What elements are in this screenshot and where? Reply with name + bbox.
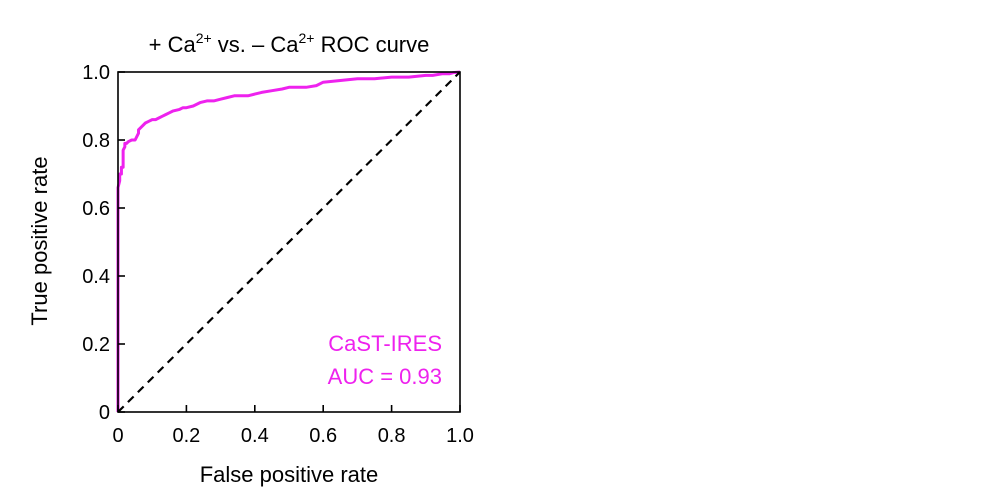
x-tick-label: 0.4 (241, 425, 269, 447)
x-tick-label: 0 (112, 425, 123, 447)
x-tick-label: 0.6 (309, 425, 337, 447)
roc-curve-line (116, 70, 461, 412)
y-axis-label: True positive rate (27, 156, 52, 325)
title-segment: ROC curve (314, 32, 429, 57)
y-tick-label: 0.4 (82, 266, 110, 288)
y-tick-label: 0.8 (82, 130, 110, 152)
title-superscript: 2+ (196, 30, 212, 46)
plot-frame (117, 71, 461, 413)
plot-area: 0 0.2 0.4 0.6 0.8 1.0 0 0.2 0.4 0.6 0.8 1.0 CaST-IRE… (82, 62, 474, 447)
legend-annotation: AUC = 0.93 (328, 364, 442, 389)
legend-annotation: CaST-IRES (328, 331, 442, 356)
title-segment: vs. – Ca (212, 32, 300, 57)
x-tick-label: 1.0 (446, 425, 474, 447)
y-tick-label: 0.6 (82, 198, 110, 220)
title-superscript: 2+ (298, 30, 314, 46)
x-tick-label: 0.8 (378, 425, 406, 447)
x-axis-label: False positive rate (200, 462, 379, 487)
diagonal-reference-line (117, 71, 461, 413)
x-tick-label: 0.2 (172, 425, 200, 447)
y-tick-label: 0.2 (82, 334, 110, 356)
y-tick-label: 1.0 (82, 62, 110, 84)
chart-title: + Ca2+ vs. – Ca2+ ROC curve (149, 30, 430, 57)
y-tick-label: 0 (99, 402, 110, 424)
title-segment: + Ca (149, 32, 197, 57)
